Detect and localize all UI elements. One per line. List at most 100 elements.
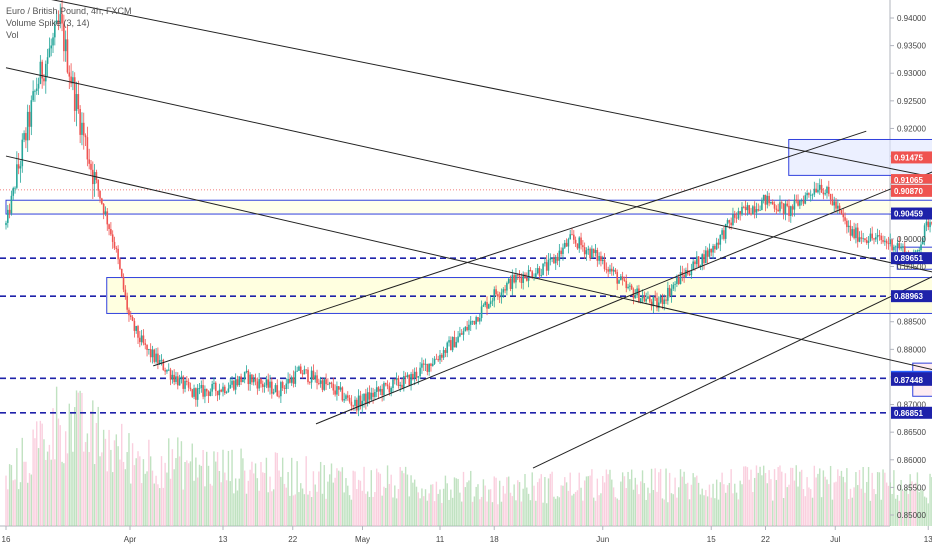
volume-bar — [441, 502, 443, 526]
volume-bar — [189, 461, 192, 526]
candle-body — [844, 217, 846, 221]
candle-body — [336, 386, 338, 395]
volume-bar — [403, 473, 405, 526]
volume-bar — [625, 488, 627, 526]
volume-bar — [363, 466, 365, 526]
candle-body — [630, 285, 633, 290]
price-label-text: 0.88963 — [894, 292, 923, 301]
volume-bar — [602, 475, 604, 526]
candle-body — [213, 382, 215, 384]
candle-body — [189, 387, 192, 390]
volume-bar — [229, 481, 231, 526]
price-label-bg — [891, 174, 932, 187]
volume-bar — [569, 472, 571, 526]
volume-bar — [797, 486, 799, 526]
candle-body — [542, 263, 544, 276]
candle-body — [245, 370, 248, 373]
volume-bar — [663, 499, 665, 526]
volume-bar — [314, 484, 316, 526]
price-label-text: 0.91475 — [894, 153, 923, 162]
volume-bar — [366, 491, 369, 526]
candle-body — [576, 243, 579, 249]
volume-bar — [159, 488, 161, 526]
volume-bar — [113, 440, 116, 526]
candle-body — [773, 204, 776, 209]
volume-bar — [638, 494, 640, 526]
candle-body — [788, 205, 790, 216]
volume-bar — [151, 470, 154, 526]
time-tick-label: Apr — [124, 535, 137, 544]
volume-bar — [808, 487, 810, 526]
volume-bar — [658, 472, 660, 526]
volume-bar — [795, 465, 797, 526]
volume-bar — [101, 452, 103, 526]
volume-bar — [824, 476, 826, 526]
candle-body — [764, 194, 767, 205]
candle-body — [929, 222, 931, 228]
volume-bar — [242, 458, 244, 526]
price-label-tag: 0.91065 — [891, 174, 932, 187]
time-tick-label: 13 — [219, 535, 228, 544]
candle-body — [148, 349, 150, 350]
price-tick-label: 0.85000 — [897, 511, 926, 520]
volume-bar — [92, 400, 94, 526]
volume-bar — [341, 467, 344, 526]
volume-bar — [489, 489, 492, 526]
volume-bar — [334, 477, 336, 526]
candle-body — [417, 376, 420, 378]
volume-bar — [896, 494, 899, 526]
volume-bar — [837, 469, 839, 526]
volume-bar — [762, 465, 765, 526]
time-tick-label: 18 — [490, 535, 499, 544]
candle-body — [822, 192, 825, 195]
candle-body — [672, 284, 675, 289]
candle-body — [790, 206, 792, 216]
volume-bar — [920, 489, 922, 526]
candle-body — [404, 376, 407, 378]
volume-bar — [471, 501, 474, 526]
volume-bar — [417, 492, 419, 526]
volume-bar — [330, 463, 333, 526]
candle-body — [117, 248, 119, 260]
candle-body — [196, 388, 199, 400]
volume-bar — [735, 492, 738, 526]
candle-body — [265, 379, 268, 386]
candle-body — [289, 378, 291, 383]
candle-body — [714, 245, 716, 250]
candle-body — [17, 164, 20, 169]
volume-bar — [545, 503, 548, 526]
volume-bar — [748, 479, 750, 526]
volume-bar — [451, 497, 454, 526]
candle-body — [674, 283, 676, 285]
candle-body — [851, 229, 854, 236]
candle-body — [216, 390, 219, 396]
volume-bar — [491, 502, 494, 526]
volume-bar — [753, 477, 756, 526]
volume-bar — [153, 483, 155, 526]
price-tick-label: 0.85500 — [897, 483, 926, 492]
candle-body — [827, 186, 830, 194]
price-label-tag: 0.87448 — [891, 373, 932, 386]
candle-body — [21, 139, 24, 167]
volume-bar — [45, 459, 47, 526]
candle-body — [882, 240, 884, 242]
volume-bar — [645, 499, 647, 526]
volume-bar — [627, 471, 629, 526]
volume-bar — [701, 488, 703, 526]
candle-body — [173, 374, 175, 383]
volume-bar — [278, 470, 280, 526]
volume-bar — [365, 493, 367, 526]
volume-bar — [578, 472, 580, 526]
volume-bar — [421, 488, 423, 526]
candle-body — [32, 91, 34, 101]
volume-bar — [260, 462, 262, 526]
candle-body — [75, 94, 78, 111]
volume-bar — [477, 484, 479, 526]
candle-body — [41, 61, 43, 79]
candle-body — [916, 250, 919, 252]
candle-body — [92, 169, 94, 185]
volume-bar — [321, 493, 324, 526]
volume-bar — [714, 498, 716, 526]
volume-bar — [893, 470, 895, 526]
